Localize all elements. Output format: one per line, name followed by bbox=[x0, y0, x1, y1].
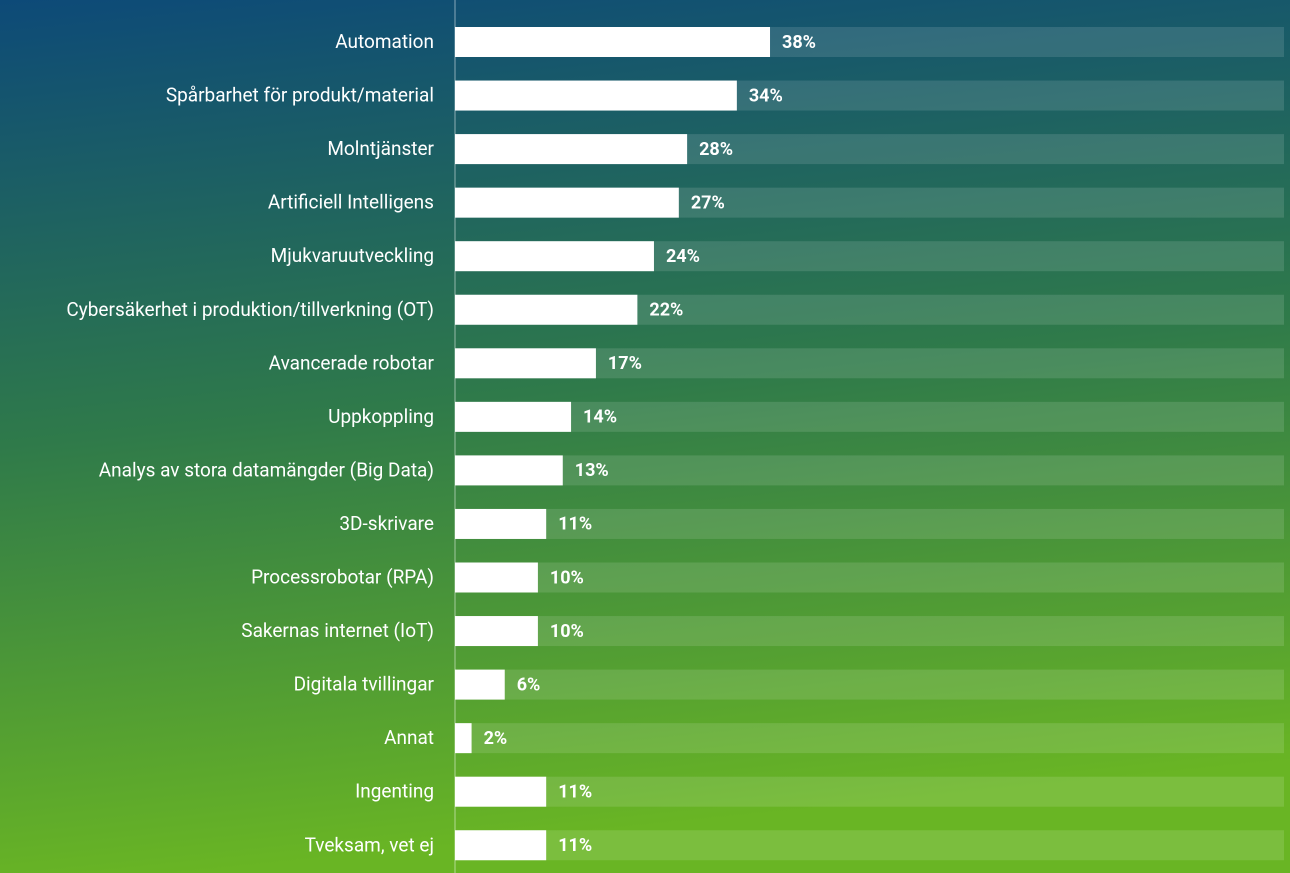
bar bbox=[455, 616, 538, 647]
category-label: Artificiell Intelligens bbox=[268, 191, 434, 214]
category-label: Automation bbox=[335, 30, 434, 53]
category-label: Tveksam, vet ej bbox=[305, 833, 434, 856]
plot-area: Automation 38% Spårbarhet för produkt/mate… bbox=[66, 27, 1284, 861]
bar-track bbox=[455, 508, 1284, 539]
value-label: 10% bbox=[550, 621, 584, 642]
bar bbox=[455, 294, 638, 325]
bar bbox=[455, 348, 596, 379]
category-label: Processrobotar (RPA) bbox=[251, 566, 434, 589]
category-label: Annat bbox=[384, 726, 434, 749]
category-label: Sakernas internet (IoT) bbox=[241, 619, 434, 642]
bar-track bbox=[455, 723, 1284, 754]
bar bbox=[455, 508, 547, 539]
bar-track bbox=[455, 401, 1284, 432]
bar bbox=[455, 401, 572, 432]
value-label: 2% bbox=[484, 728, 508, 749]
value-label: 22% bbox=[649, 300, 683, 321]
value-label: 34% bbox=[749, 85, 783, 106]
bar-track bbox=[455, 830, 1284, 861]
value-label: 11% bbox=[558, 835, 592, 856]
category-label: Molntjänster bbox=[327, 137, 434, 160]
value-label: 27% bbox=[691, 192, 725, 213]
value-label: 10% bbox=[550, 567, 584, 588]
category-label: Digitala tvillingar bbox=[294, 673, 435, 696]
bar bbox=[455, 80, 737, 111]
bar bbox=[455, 562, 538, 593]
value-label: 28% bbox=[699, 139, 733, 160]
category-label: Avancerade robotar bbox=[269, 351, 435, 374]
bar bbox=[455, 723, 472, 754]
value-label: 11% bbox=[558, 514, 592, 535]
value-label: 17% bbox=[608, 353, 642, 374]
category-label: Analys av stora datamängder (Big Data) bbox=[99, 458, 434, 481]
category-label: 3D-skrivare bbox=[339, 512, 434, 535]
bar bbox=[455, 27, 771, 57]
category-label: Cybersäkerhet i produktion/tillverkning … bbox=[66, 298, 434, 321]
value-label: 14% bbox=[583, 407, 617, 428]
value-label: 13% bbox=[575, 460, 609, 481]
bar-track bbox=[455, 776, 1284, 807]
value-label: 24% bbox=[666, 246, 700, 267]
bar-track bbox=[455, 455, 1284, 486]
bar-track bbox=[455, 669, 1284, 700]
bar bbox=[455, 776, 547, 807]
category-label: Spårbarhet för produkt/material bbox=[166, 84, 434, 107]
bar bbox=[455, 187, 679, 218]
bar bbox=[455, 134, 688, 165]
bar bbox=[455, 455, 563, 486]
value-label: 11% bbox=[558, 781, 592, 802]
value-label: 6% bbox=[517, 674, 541, 695]
value-label: 38% bbox=[782, 32, 816, 53]
category-label: Ingenting bbox=[355, 780, 434, 803]
bar bbox=[455, 241, 654, 272]
category-label: Uppkoppling bbox=[328, 405, 434, 428]
bar-track bbox=[455, 616, 1284, 647]
bar bbox=[455, 830, 547, 861]
bar-track bbox=[455, 562, 1284, 593]
category-label: Mjukvaruutveckling bbox=[271, 244, 434, 267]
bar bbox=[455, 669, 505, 700]
